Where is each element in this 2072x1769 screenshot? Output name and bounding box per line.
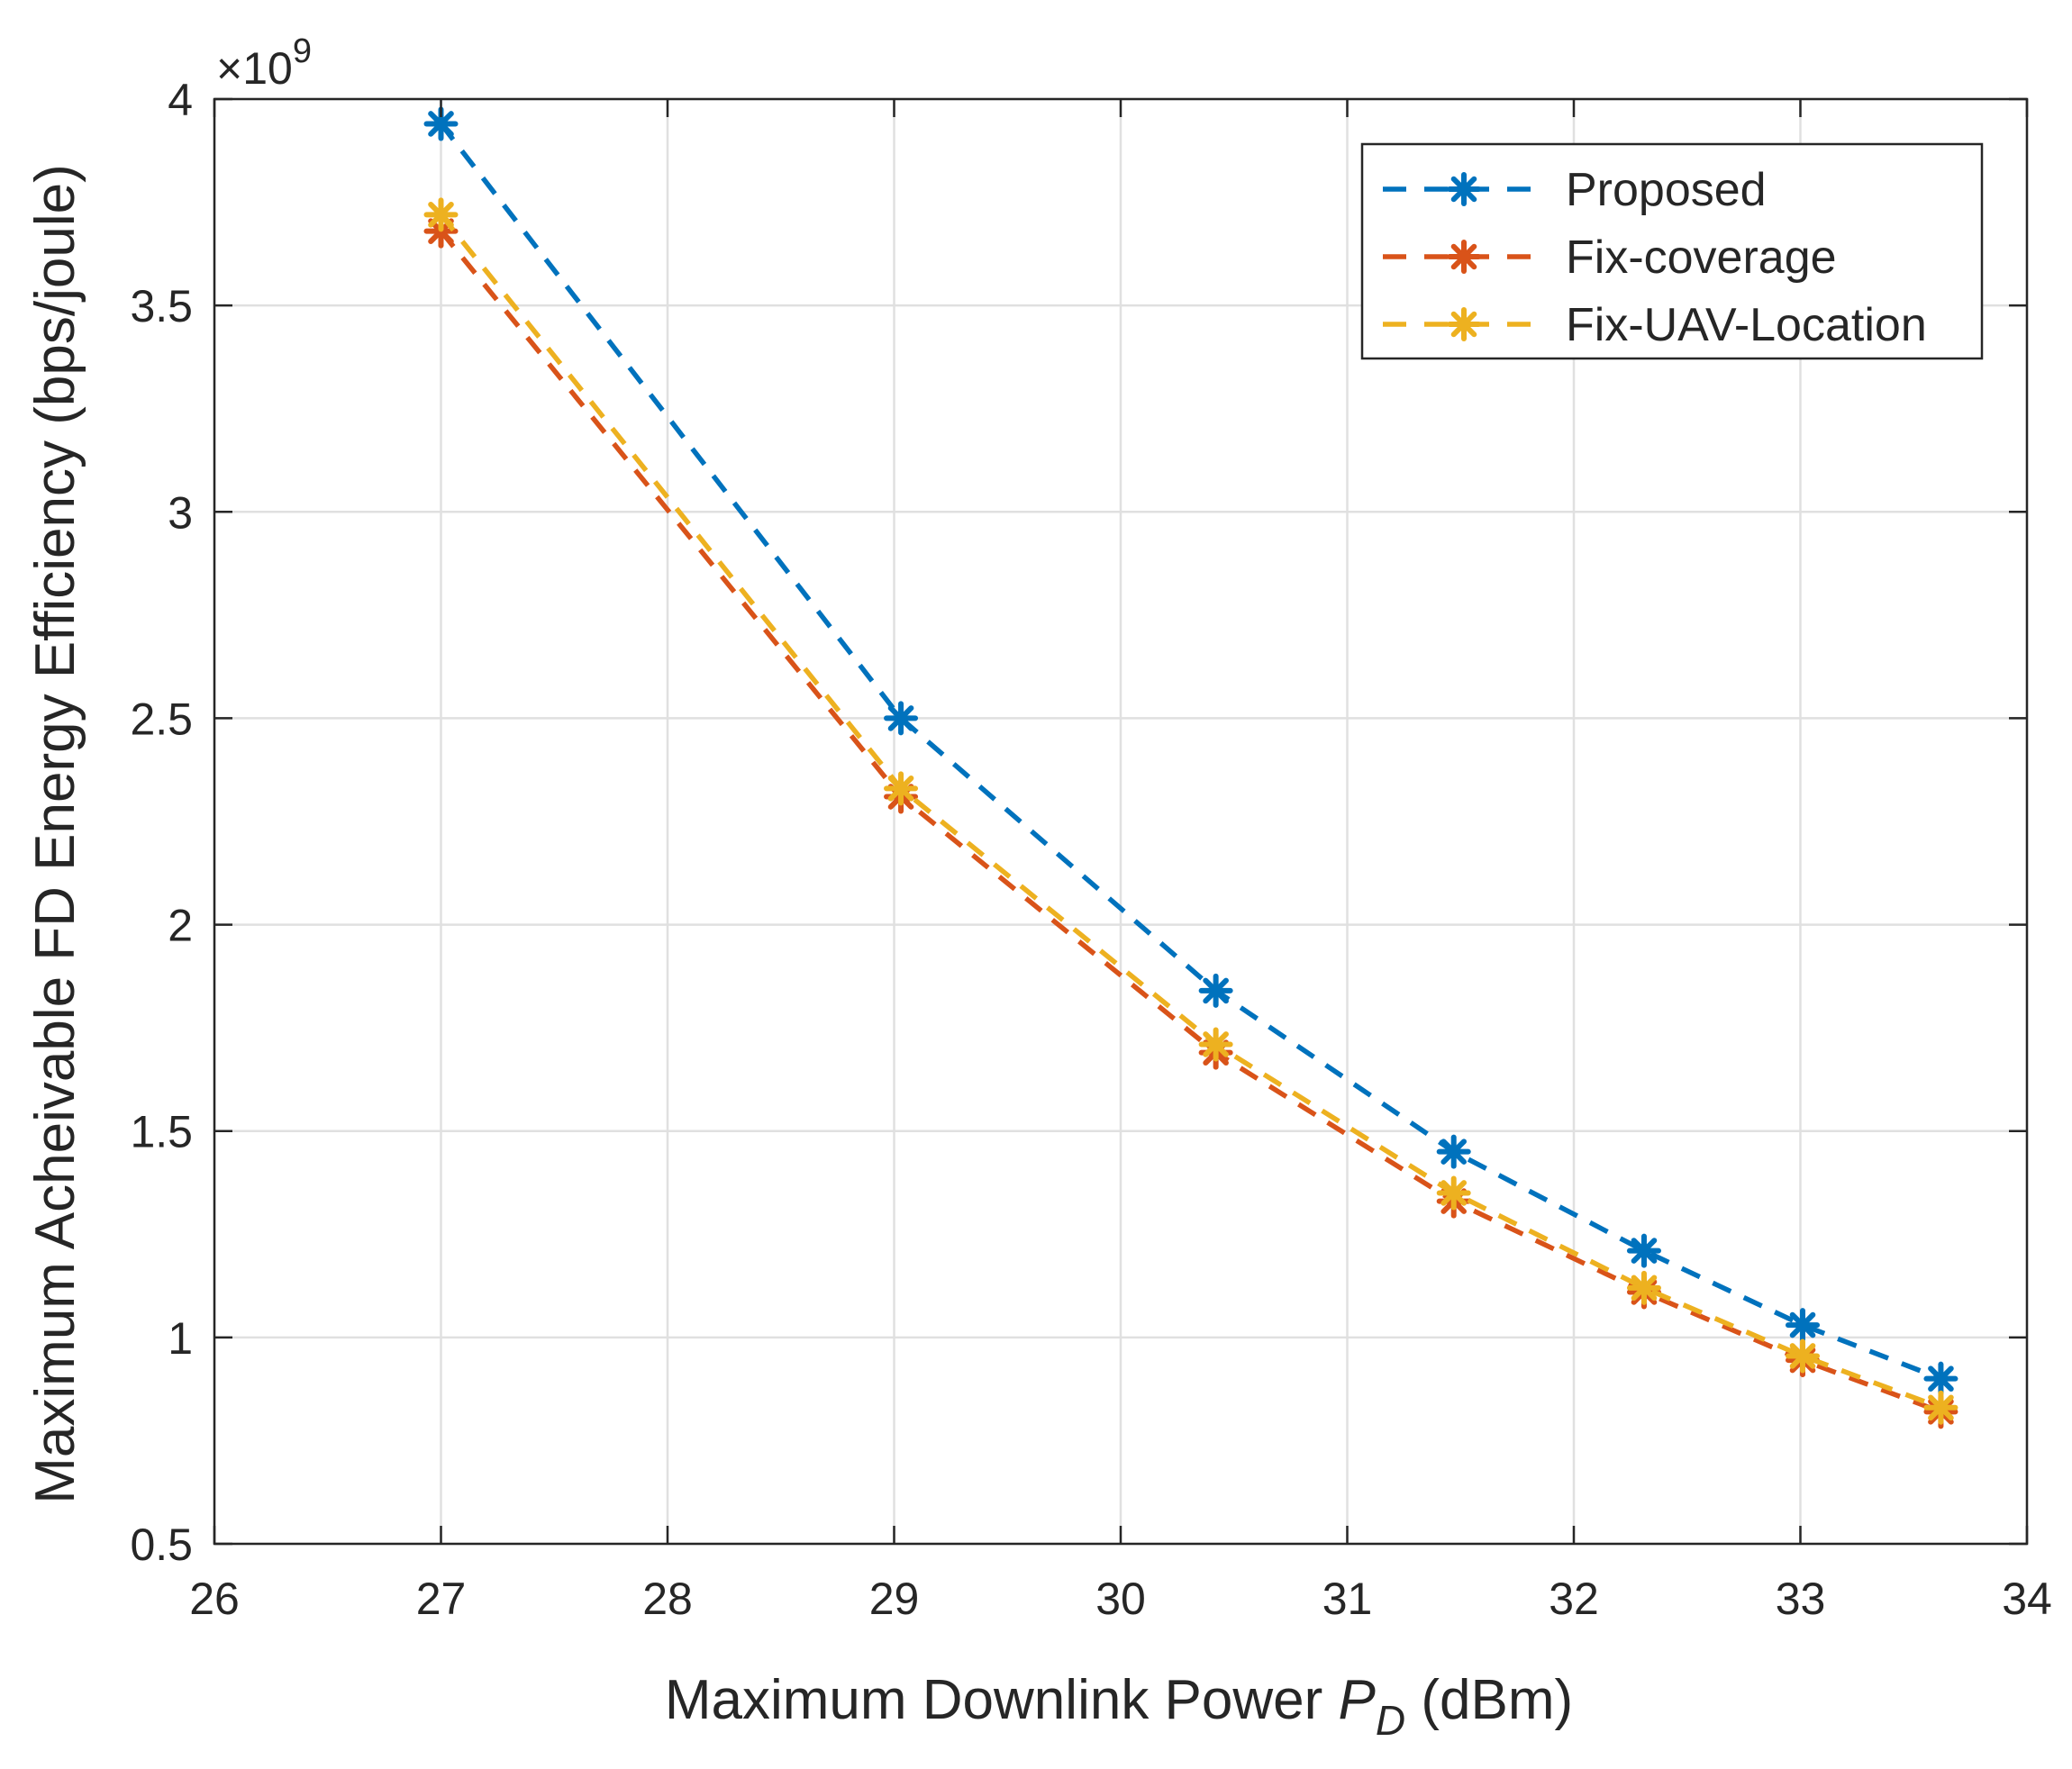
x-tick-label: 30 — [1095, 1574, 1146, 1624]
x-tick-label: 31 — [1322, 1574, 1373, 1624]
x-axis-label: Maximum Downlink Power PD (dBm) — [665, 1669, 1573, 1744]
x-tick-label: 33 — [1776, 1574, 1826, 1624]
data-point-proposed — [1786, 1308, 1821, 1343]
x-tick-label: 34 — [2002, 1574, 2052, 1624]
series-layer — [423, 106, 1958, 1429]
legend-label-fix-uav-location: Fix-UAV-Location — [1566, 299, 1927, 351]
y-tick-label: 3.5 — [130, 281, 193, 331]
legend-label-proposed: Proposed — [1566, 164, 1767, 216]
data-point-fix-uav-location — [1786, 1338, 1821, 1374]
y-tick-label: 2.5 — [130, 694, 193, 744]
y-tick-label: 3 — [168, 487, 193, 538]
data-point-fix-uav-location — [423, 197, 459, 232]
legend-marker-proposed — [1447, 172, 1481, 206]
data-point-fix-uav-location — [1923, 1390, 1958, 1425]
data-point-fix-uav-location — [1436, 1175, 1471, 1211]
data-point-proposed — [1436, 1134, 1471, 1169]
x-tick-label: 29 — [869, 1574, 920, 1624]
y-tick-label: 4 — [168, 75, 193, 125]
x-tick-label: 27 — [416, 1574, 467, 1624]
x-tick-label: 28 — [642, 1574, 693, 1624]
legend-label-fix-coverage: Fix-coverage — [1566, 231, 1837, 284]
legend-marker-fix-uav-location — [1447, 307, 1481, 341]
x-tick-label: 32 — [1549, 1574, 1599, 1624]
y-tick-label: 1.5 — [130, 1107, 193, 1157]
ticks — [213, 97, 2029, 1546]
data-point-fix-uav-location — [1626, 1270, 1661, 1305]
legend-marker-fix-coverage — [1447, 240, 1481, 274]
x-tick-label: 26 — [189, 1574, 240, 1624]
y-tick-label: 2 — [168, 901, 193, 951]
data-point-proposed — [1198, 973, 1233, 1008]
legend: Proposed Fix-coverage Fix-UAV-Location — [1360, 142, 1984, 360]
tick-labels: 26 27 28 29 30 31 32 33 34 0.5 1 1.5 2 2.5 3 3.5 4 — [130, 75, 2051, 1624]
data-point-fix-uav-location — [884, 771, 919, 806]
data-point-proposed — [884, 701, 919, 736]
data-point-proposed — [1626, 1233, 1661, 1268]
data-point-fix-uav-location — [1198, 1027, 1233, 1062]
y-exponent-label: ×109 — [216, 32, 312, 94]
y-tick-label: 1 — [168, 1313, 193, 1364]
y-axis-label: Maximum Acheivable FD Energy Efficiency … — [24, 164, 86, 1503]
y-tick-label: 0.5 — [130, 1520, 193, 1570]
data-point-proposed — [1923, 1361, 1958, 1396]
